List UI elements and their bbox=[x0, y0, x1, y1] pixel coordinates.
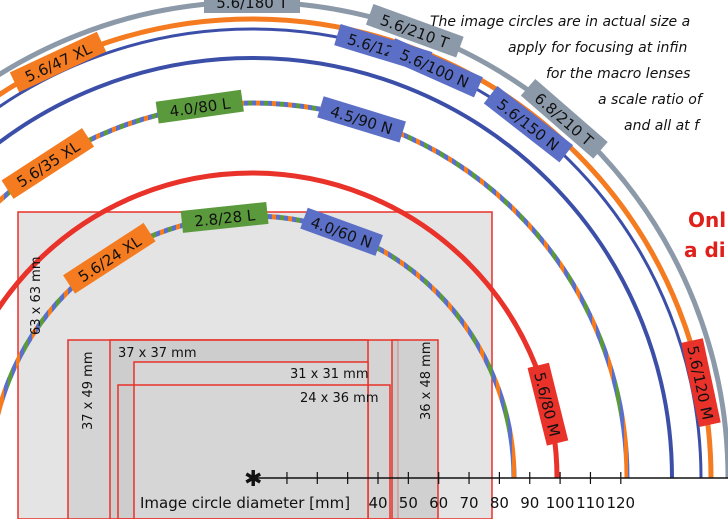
lens-label-4-5-90-n: 4.5/90 N bbox=[317, 96, 406, 143]
axis-tick-label: 70 bbox=[460, 494, 479, 512]
axis-tick-label: 100 bbox=[546, 494, 575, 512]
format-31x31-area bbox=[133, 361, 369, 520]
format-label-36x48: 36 x 48 mm bbox=[419, 341, 434, 420]
axis-tick-label: 90 bbox=[520, 494, 539, 512]
headline-line-1: Onl bbox=[688, 208, 727, 232]
lens-label-text: 4.5/90 N bbox=[328, 102, 394, 138]
headline-line-2: a di bbox=[684, 238, 726, 262]
caption-line-4: a scale ratio of bbox=[598, 92, 702, 108]
circle-red bbox=[0, 170, 560, 479]
caption-line-2: apply for focusing at infin bbox=[508, 40, 688, 56]
lens-label-5-6-35-xl: 5.6/35 XL bbox=[1, 128, 95, 199]
axis-tick-label: 120 bbox=[606, 494, 635, 512]
format-label-37x37: 37 x 37 mm bbox=[118, 346, 197, 361]
axis-label: Image circle diameter [mm] bbox=[140, 494, 350, 512]
axis-tick-label: 40 bbox=[368, 494, 387, 512]
diameter-axis: ✱ 40 50 60 70 80 90 100 110 120 Image circle dia… bbox=[140, 467, 728, 512]
format-label-37x49: 37 x 49 mm bbox=[81, 351, 96, 430]
axis-tick-label: 110 bbox=[576, 494, 605, 512]
circle-multi-outer bbox=[0, 100, 630, 479]
format-label-24x36: 24 x 36 mm bbox=[300, 391, 379, 406]
axis-origin-star: ✱ bbox=[244, 467, 262, 492]
lens-label-5-6-120-m: 5.6/120 M bbox=[681, 338, 721, 427]
lens-label-text: 5.6/35 XL bbox=[13, 137, 83, 191]
caption-line-5: and all at f bbox=[624, 118, 700, 134]
lens-label-5-6-80-m: 5.6/80 M bbox=[527, 362, 569, 446]
axis-tick-label: 50 bbox=[399, 494, 418, 512]
format-label-31x31: 31 x 31 mm bbox=[290, 367, 369, 382]
lens-label-4-0-80-l: 4.0/80 L bbox=[155, 89, 244, 124]
lens-label-2-8-28-l: 2.8/28 L bbox=[180, 201, 269, 233]
caption-line-3: for the macro lenses bbox=[546, 66, 691, 82]
lens-label-5-6-180-t: 5.6/180 T bbox=[204, 0, 300, 13]
format-label-63x63: 63 x 63 mm bbox=[29, 256, 44, 335]
lens-label-text: 5.6/180 T bbox=[216, 0, 288, 12]
circle-orange-outer bbox=[0, 16, 714, 479]
caption-line-1: The image circles are in actual size a bbox=[430, 14, 691, 30]
axis-tick-label: 80 bbox=[490, 494, 509, 512]
circle-blue-inner bbox=[0, 56, 674, 479]
circle-blue-outer bbox=[0, 27, 703, 479]
axis-tick-label: 60 bbox=[429, 494, 448, 512]
